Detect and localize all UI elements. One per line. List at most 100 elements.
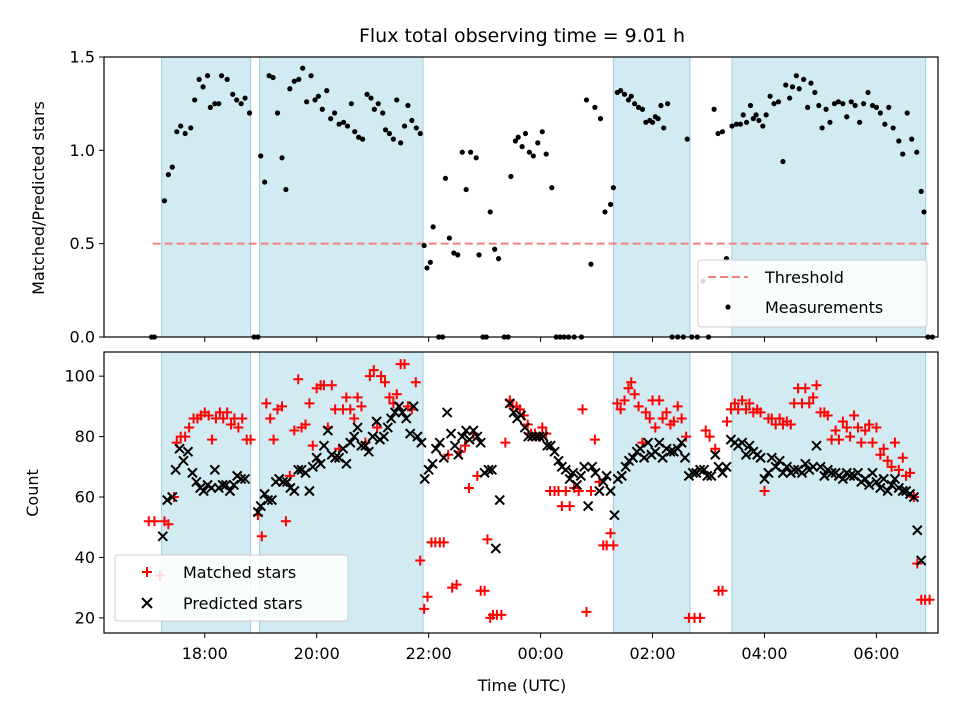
predicted-star-point xyxy=(871,476,882,488)
matched-star-point xyxy=(379,377,390,388)
predicted-star-point xyxy=(307,461,318,473)
predicted-star-point xyxy=(744,440,755,451)
measurement-point xyxy=(262,179,268,185)
matched-star-point xyxy=(860,425,871,436)
measurement-point xyxy=(665,101,671,107)
matched-star-point xyxy=(849,410,860,421)
chart-ratio: 0.0 0.5 1.0 1.5 Threshold Measurements xyxy=(70,48,939,347)
x-tick-label: 02:00 xyxy=(629,644,675,663)
y-tick-label: 1.0 xyxy=(70,141,95,160)
measurement-point xyxy=(312,97,318,103)
measurement-point xyxy=(743,119,750,125)
predicted-star-point xyxy=(157,531,168,542)
measurement-point xyxy=(468,149,474,155)
measurement-point xyxy=(583,97,590,103)
predicted-star-point xyxy=(494,494,505,506)
predicted-star-point xyxy=(575,470,587,482)
measurement-point xyxy=(711,106,717,112)
measurement-point xyxy=(747,102,754,109)
predicted-star-point xyxy=(329,452,341,463)
matched-star-point xyxy=(856,437,867,448)
matched-star-point xyxy=(864,419,875,430)
predicted-star-point xyxy=(360,440,371,451)
legend-measurement-label: Measurements xyxy=(765,298,883,317)
predicted-star-point xyxy=(897,485,908,497)
matched-star-point xyxy=(237,413,248,424)
predicted-star-point xyxy=(538,431,549,442)
matched-star-point xyxy=(577,404,588,415)
predicted-star-point xyxy=(878,473,889,485)
measurement-point xyxy=(238,101,244,107)
measurement-point xyxy=(628,93,634,99)
measurement-point xyxy=(512,138,519,144)
matched-star-point xyxy=(654,395,665,406)
predicted-star-point xyxy=(191,476,202,488)
measurement-point xyxy=(178,123,184,129)
measurement-point xyxy=(816,102,822,109)
y-tick-label: 100 xyxy=(64,367,95,386)
measurement-point xyxy=(539,129,545,135)
measurement-point xyxy=(737,121,744,127)
matched-star-point xyxy=(837,416,848,427)
measurement-point xyxy=(476,252,482,258)
matched-star-point xyxy=(640,407,651,418)
shaded-interval xyxy=(612,56,691,338)
predicted-star-point xyxy=(438,452,449,463)
matched-star-point xyxy=(875,449,886,460)
predicted-star-point xyxy=(318,440,330,451)
measurement-point xyxy=(368,95,374,101)
matched-star-point xyxy=(581,606,592,617)
measurement-point xyxy=(789,84,796,90)
measurement-point xyxy=(218,73,225,79)
matched-star-point xyxy=(384,392,395,403)
predicted-star-point xyxy=(315,458,326,470)
matched-star-point xyxy=(710,443,721,454)
measurement-point xyxy=(783,82,789,88)
predicted-star-point xyxy=(759,473,770,485)
matched-star-point xyxy=(668,416,679,427)
measurement-point xyxy=(188,125,194,131)
matched-star-point xyxy=(560,485,571,496)
measurement-point xyxy=(840,101,846,107)
predicted-star-point xyxy=(815,461,826,473)
measurement-point xyxy=(344,123,351,129)
predicted-star-point xyxy=(721,461,732,473)
y-tick-label: 0.0 xyxy=(70,328,95,347)
predicted-star-point xyxy=(717,467,728,479)
predicted-star-point xyxy=(819,470,830,482)
matched-star-point xyxy=(415,555,426,566)
measurement-point xyxy=(380,110,386,116)
predicted-star-point xyxy=(863,479,875,491)
predicted-star-point xyxy=(235,473,247,485)
predicted-star-point xyxy=(430,443,442,454)
matched-star-point xyxy=(905,467,916,478)
predicted-star-point xyxy=(468,425,479,436)
measurement-point xyxy=(352,129,358,135)
matched-star-point xyxy=(226,419,237,430)
matched-star-point xyxy=(633,401,644,412)
predicted-star-point xyxy=(457,431,468,442)
predicted-star-point xyxy=(483,464,494,476)
predicted-star-point xyxy=(408,401,419,412)
matched-star-point xyxy=(672,401,683,412)
measurement-point xyxy=(771,101,777,107)
matched-star-point xyxy=(500,437,511,448)
measurement-point xyxy=(526,149,532,155)
matched-star-point xyxy=(399,359,410,370)
matched-star-point xyxy=(233,422,244,433)
matched-star-point xyxy=(830,425,841,436)
measurement-point xyxy=(182,130,188,137)
predicted-star-point xyxy=(515,410,527,421)
measurement-point xyxy=(625,97,632,103)
predicted-star-point xyxy=(486,464,498,476)
measurement-point xyxy=(760,123,766,129)
predicted-star-point xyxy=(736,437,748,448)
shaded-interval xyxy=(259,56,424,338)
legend-threshold-label: Threshold xyxy=(764,268,844,287)
measurement-point xyxy=(873,104,880,110)
matched-star-point xyxy=(741,404,752,415)
matched-star-point xyxy=(245,434,256,445)
matched-star-point xyxy=(852,422,863,433)
predicted-star-point xyxy=(545,440,556,451)
predicted-star-point xyxy=(449,440,461,451)
